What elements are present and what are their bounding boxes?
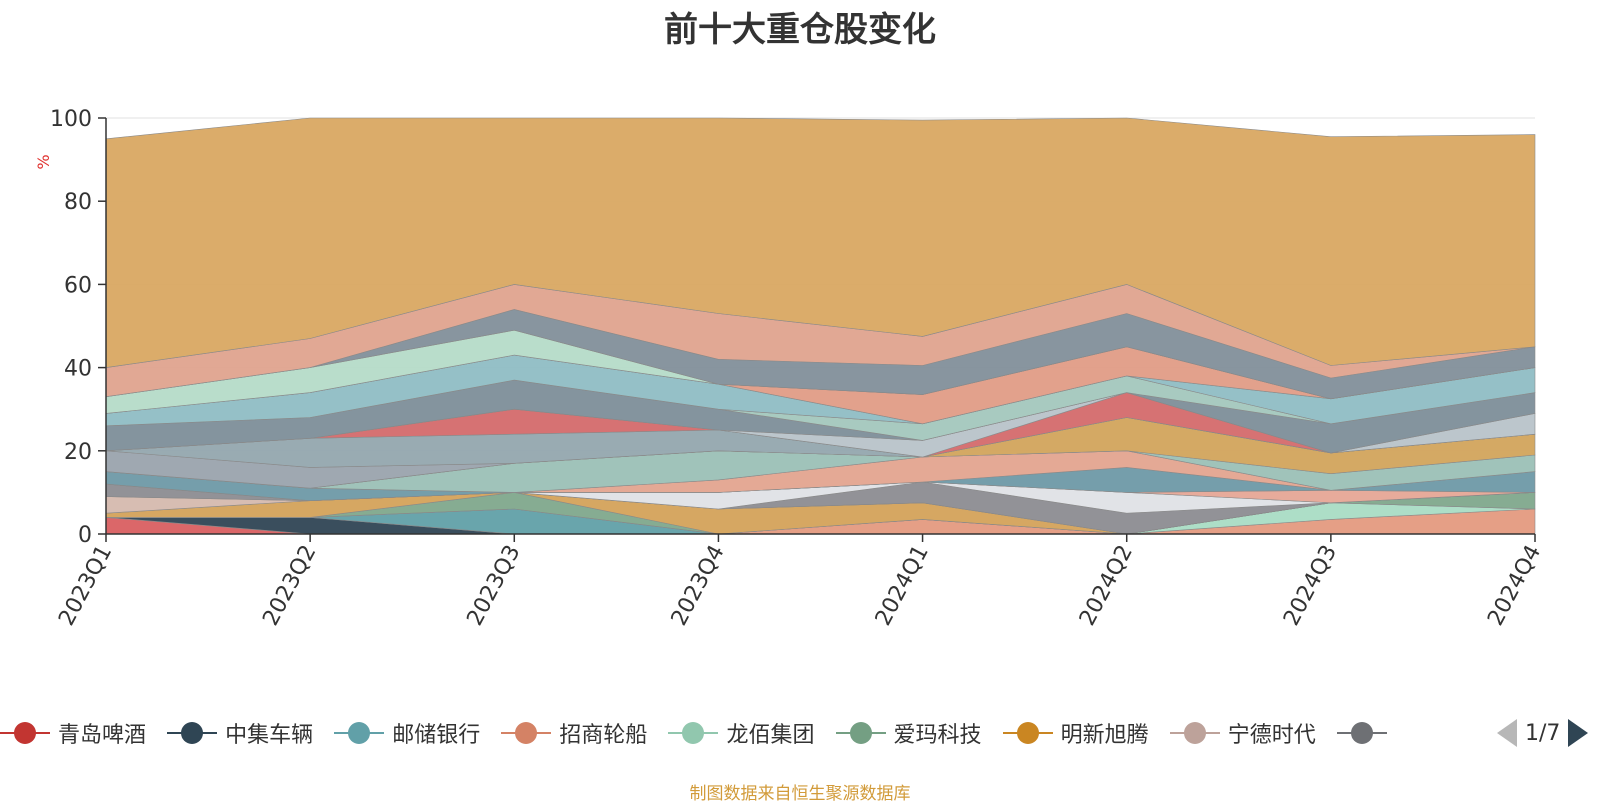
chart-title: 前十大重仓股变化 [664, 10, 936, 50]
legend-item[interactable]: 明新旭腾 [1002, 716, 1149, 750]
legend-label: 爱玛科技 [893, 723, 982, 748]
legend-marker-icon [0, 722, 50, 744]
legend: 青岛啤酒 中集车辆 邮储银行 招商轮船 龙佰集团 爱玛科技 [0, 716, 1480, 750]
legend-marker-icon [1169, 722, 1220, 744]
y-tick-label: 60 [64, 273, 92, 298]
legend-label: 明新旭腾 [1060, 723, 1149, 748]
legend-marker-icon [668, 722, 719, 744]
legend-item[interactable]: 邮储银行 [334, 716, 480, 750]
legend-item[interactable]: 龙佰集团 [668, 716, 814, 750]
y-tick-label: 40 [64, 357, 92, 382]
x-tick-label: 2024Q2 [1075, 541, 1138, 630]
legend-item[interactable]: 青岛啤酒 [0, 716, 146, 750]
legend-marker-icon [1002, 722, 1053, 744]
y-tick-label: 80 [64, 190, 92, 215]
axes: % [34, 118, 1535, 535]
legend-label: 宁德时代 [1227, 723, 1316, 748]
y-tick-label: 0 [78, 523, 92, 548]
x-tick-label: 2023Q1 [54, 541, 117, 630]
legend-item[interactable]: 爱玛科技 [835, 716, 982, 750]
legend-marker-icon [167, 722, 218, 744]
legend-item[interactable]: 中集车辆 [167, 716, 313, 750]
x-tick-label: 2023Q4 [667, 541, 730, 630]
x-tick-label: 2024Q3 [1279, 541, 1342, 630]
pager-prev-icon[interactable] [1497, 719, 1517, 747]
y-tick-label: 100 [50, 107, 92, 132]
legend-item[interactable]: 宁德时代 [1169, 716, 1316, 750]
legend-label: 中集车辆 [225, 723, 314, 748]
legend-label: 邮储银行 [392, 723, 481, 748]
source-note: 制图数据来自恒生聚源数据库 [689, 784, 911, 804]
y-axis-label: % [34, 154, 53, 169]
legend-marker-icon [1336, 722, 1387, 744]
pager-next-icon[interactable] [1568, 719, 1589, 747]
legend-pager: 1/7 [1497, 716, 1589, 750]
legend-item[interactable]: 招商轮船 [501, 716, 647, 750]
x-tick-label: 2023Q2 [258, 541, 321, 630]
legend-label: 青岛啤酒 [58, 723, 147, 748]
y-tick-label: 20 [64, 440, 92, 465]
area-series-group [105, 117, 1536, 535]
stacked-area-chart: % 0 20 40 60 80 100 2023Q1 2023Q2 2023Q3 2023Q4 20… [34, 107, 1546, 630]
legend-label: 招商轮船 [559, 723, 648, 748]
area-series-27 [105, 117, 1536, 368]
legend-marker-icon [501, 722, 552, 744]
legend-marker-icon [835, 722, 886, 744]
legend-page-indicator: 1/7 [1525, 720, 1561, 746]
legend-item[interactable] [1336, 716, 1395, 750]
legend-label: 龙佰集团 [726, 723, 815, 748]
x-tick-label: 2023Q3 [463, 541, 526, 630]
x-tick-label: 2024Q4 [1483, 541, 1546, 630]
x-tick-label: 2024Q1 [871, 541, 934, 630]
legend-marker-icon [334, 722, 385, 744]
